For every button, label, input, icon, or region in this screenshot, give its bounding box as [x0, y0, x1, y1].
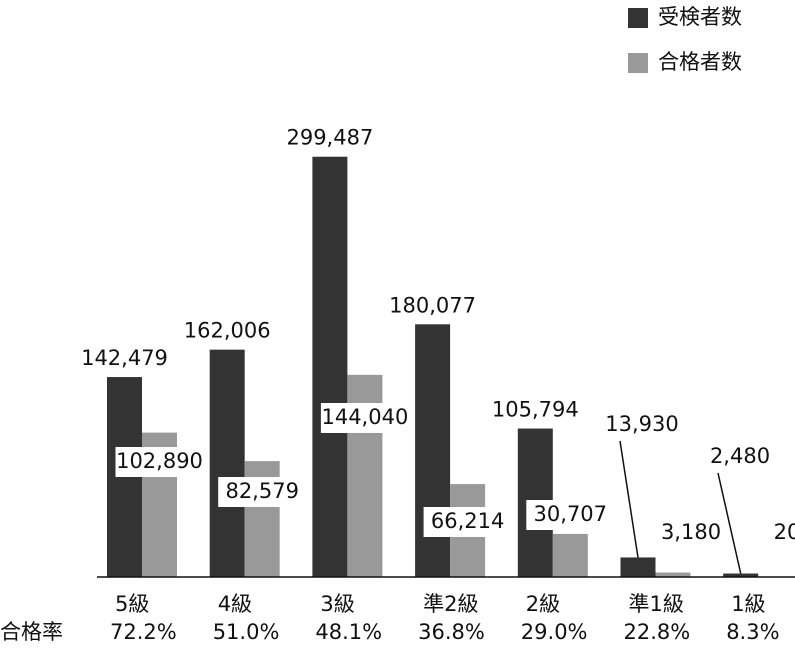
label-box: [526, 500, 615, 530]
x-tick-label: 2級: [526, 592, 560, 616]
label-box: [320, 403, 409, 433]
x-tick-label: 準1級: [629, 592, 684, 616]
label-box: [115, 447, 204, 477]
legend-swatch: [628, 53, 648, 73]
value-label: 299,487: [286, 126, 373, 150]
x-tick-label: 4級: [218, 592, 252, 616]
x-tick-label: 5級: [115, 592, 149, 616]
value-label: 142,479: [81, 346, 168, 370]
legend-label: 合格者数: [658, 50, 742, 74]
bar: [415, 324, 451, 577]
pass-rate: 72.2%: [110, 620, 177, 644]
value-label: 206: [774, 520, 795, 544]
value-label: 162,006: [184, 319, 271, 343]
label-box: [423, 507, 512, 537]
pass-rate: 29.0%: [521, 620, 588, 644]
value-label: 3,180: [661, 520, 721, 544]
value-label: 66,214: [431, 509, 504, 533]
legend-label: 受検者数: [658, 5, 742, 29]
pass-rate: 36.8%: [418, 620, 485, 644]
bar: [552, 533, 588, 577]
bar: [655, 572, 691, 577]
bar: [312, 156, 348, 577]
legend-swatch: [628, 8, 648, 28]
bar: [209, 349, 245, 577]
x-tick-label: 1級: [731, 592, 765, 616]
value-label: 105,794: [492, 398, 579, 422]
pass-rate: 22.8%: [624, 620, 691, 644]
bar: [107, 377, 142, 577]
pass-rate-title: 合格率: [0, 620, 63, 644]
value-label: 180,077: [389, 293, 476, 317]
value-label: 144,040: [321, 405, 408, 429]
x-tick-label: 準2級: [423, 592, 478, 616]
pass-rate: 51.0%: [213, 620, 280, 644]
label-box: [218, 477, 307, 507]
value-label: 102,890: [116, 449, 203, 473]
value-label: 30,707: [534, 502, 607, 526]
bar: [620, 557, 656, 577]
pass-rate: 8.3%: [726, 620, 779, 644]
value-label: 82,579: [225, 479, 298, 503]
value-label: 2,480: [710, 444, 770, 468]
pass-rate: 48.1%: [315, 620, 382, 644]
value-label: 13,930: [605, 412, 678, 436]
bar: [723, 573, 759, 577]
leader-line: [619, 440, 639, 558]
x-tick-label: 3級: [320, 592, 354, 616]
leader-line: [717, 472, 742, 574]
